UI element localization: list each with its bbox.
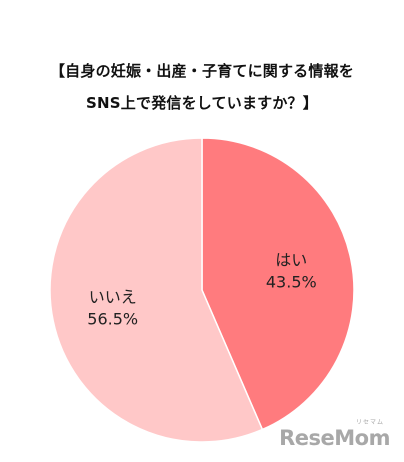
chart-title-line-2: SNS上で発信をしていますか？】: [86, 94, 318, 112]
pie-slice-hai: [201, 137, 355, 431]
slice-label-hai: はい: [275, 251, 307, 270]
watermark-sub-text: リセマム: [355, 419, 384, 426]
resemom-logo: ReseMom: [279, 426, 390, 450]
pie-labels: はい 43.5% いいえ 56.5%: [87, 251, 316, 329]
chart-title-line-1: 【自身の妊娠・出産・子育てに関する情報を: [49, 62, 354, 80]
slice-label-iie: いいえ: [89, 288, 137, 307]
pie-slices: [49, 137, 355, 443]
pie-slice-iie: [49, 137, 264, 443]
slice-value-iie: 56.5%: [87, 310, 138, 329]
slice-value-hai: 43.5%: [266, 273, 317, 292]
